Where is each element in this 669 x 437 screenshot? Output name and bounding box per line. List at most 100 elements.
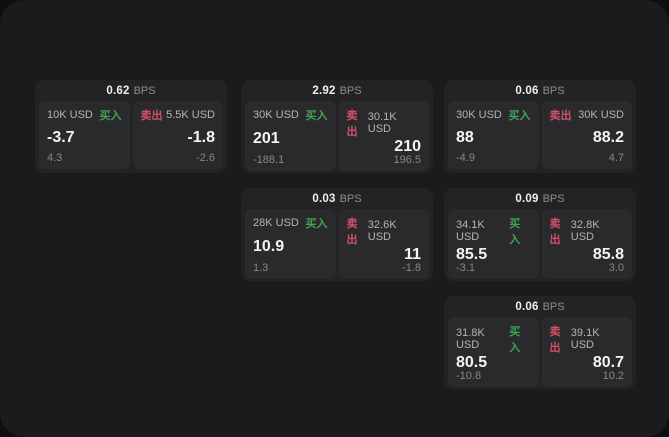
quote-card-body: 34.1K USD 买入 85.5 -3.1 卖出 32.8K USD 85.8… — [444, 209, 636, 283]
bps-spread-header: 0.09 BPS — [444, 188, 636, 209]
bps-unit-label: BPS — [542, 84, 565, 97]
buy-size-label: 10K USD — [47, 109, 93, 121]
sell-side-tag: 卖出 — [140, 110, 163, 122]
buy-delta: -4.9 — [456, 152, 475, 164]
buy-price: -3.7 — [47, 129, 75, 146]
sell-size-label: 39.1K USD — [570, 327, 600, 351]
buy-quote-tile[interactable]: 28K USD 买入 10.9 1.3 — [245, 209, 336, 279]
buy-price: 201 — [253, 130, 280, 147]
sell-quote-top-row: 卖出 32.6K USD — [347, 215, 422, 247]
sell-quote-tile[interactable]: 卖出 39.1K USD 80.7 10.2 — [541, 317, 632, 387]
buy-delta: -3.1 — [456, 262, 475, 274]
sell-quote-top-row: 卖出 30.1K USD — [347, 107, 422, 139]
sell-price: 11 — [404, 246, 421, 263]
quote-card: 2.92 BPS 30K USD 买入 201 -188.1 卖出 30.1K … — [241, 80, 433, 173]
buy-size-label: 30K USD — [456, 109, 502, 121]
sell-price: 88.2 — [592, 129, 624, 146]
buy-side-tag: 买入 — [509, 326, 521, 354]
sell-quote-tile[interactable]: 卖出 32.6K USD 11 -1.8 — [338, 209, 429, 279]
bps-unit-label: BPS — [339, 192, 362, 205]
buy-delta: -188.1 — [253, 154, 285, 166]
sell-delta: -2.6 — [196, 152, 215, 164]
buy-size-label: 31.8K USD — [456, 327, 485, 351]
quote-card: 0.06 BPS 30K USD 买入 88 -4.9 卖出 30K USD 8… — [444, 80, 636, 173]
buy-quote-top-row: 28K USD 买入 — [253, 215, 328, 231]
buy-size-label: 34.1K USD — [456, 219, 485, 243]
quote-card-body: 30K USD 买入 201 -188.1 卖出 30.1K USD 210 1… — [241, 101, 433, 175]
sell-size-label: 32.6K USD — [367, 219, 397, 243]
buy-quote-top-row: 30K USD 买入 — [253, 107, 328, 123]
quote-card-body: 31.8K USD 买入 80.5 -10.8 卖出 39.1K USD 80.… — [444, 317, 636, 391]
bps-spread-header: 0.62 BPS — [35, 80, 227, 101]
sell-delta: 196.5 — [393, 154, 421, 166]
sell-size-label: 30K USD — [578, 109, 624, 121]
sell-delta: 3.0 — [608, 262, 624, 274]
sell-side-tag: 卖出 — [549, 110, 572, 122]
quote-card: 0.62 BPS 10K USD 买入 -3.7 4.3 卖出 5.5K USD… — [35, 80, 227, 173]
buy-side-tag: 买入 — [509, 218, 521, 246]
sell-side-tag: 卖出 — [346, 218, 358, 246]
sell-delta: 4.7 — [608, 152, 624, 164]
sell-size-label: 5.5K USD — [166, 109, 215, 121]
bps-spread-header: 0.03 BPS — [241, 188, 433, 209]
buy-quote-tile[interactable]: 31.8K USD 买入 80.5 -10.8 — [448, 317, 539, 387]
bps-spread-value: 2.92 — [312, 84, 336, 97]
buy-side-tag: 买入 — [305, 218, 328, 230]
buy-delta: -10.8 — [456, 370, 482, 382]
sell-quote-tile[interactable]: 卖出 32.8K USD 85.8 3.0 — [541, 209, 632, 279]
sell-side-tag: 卖出 — [549, 218, 561, 246]
buy-side-tag: 买入 — [508, 110, 531, 122]
buy-quote-top-row: 31.8K USD 买入 — [456, 323, 531, 355]
buy-delta: 1.3 — [253, 262, 269, 274]
sell-quote-tile[interactable]: 卖出 30.1K USD 210 196.5 — [338, 101, 429, 171]
buy-quote-top-row: 34.1K USD 买入 — [456, 215, 531, 247]
buy-quote-tile[interactable]: 10K USD 买入 -3.7 4.3 — [39, 101, 130, 169]
sell-quote-top-row: 卖出 5.5K USD — [141, 107, 216, 123]
quote-card: 0.03 BPS 28K USD 买入 10.9 1.3 卖出 32.6K US… — [241, 188, 433, 281]
buy-delta: 4.3 — [47, 152, 63, 164]
bps-spread-header: 0.06 BPS — [444, 80, 636, 101]
bps-spread-value: 0.06 — [515, 300, 539, 313]
sell-quote-tile[interactable]: 卖出 30K USD 88.2 4.7 — [541, 101, 632, 169]
sell-size-label: 32.8K USD — [570, 219, 600, 243]
sell-price: -1.8 — [187, 129, 215, 146]
quote-card-body: 30K USD 买入 88 -4.9 卖出 30K USD 88.2 4.7 — [444, 101, 636, 173]
bps-unit-label: BPS — [542, 300, 565, 313]
sell-price: 210 — [394, 138, 421, 155]
buy-price: 88 — [456, 129, 474, 146]
bps-spread-value: 0.03 — [312, 192, 336, 205]
bps-spread-header: 2.92 BPS — [241, 80, 433, 101]
sell-price: 85.8 — [592, 246, 624, 263]
quote-card: 0.06 BPS 31.8K USD 买入 80.5 -10.8 卖出 39.1… — [444, 296, 636, 389]
sell-price: 80.7 — [592, 354, 624, 371]
buy-size-label: 30K USD — [253, 109, 299, 121]
buy-price: 80.5 — [456, 354, 488, 371]
sell-quote-top-row: 卖出 32.8K USD — [550, 215, 625, 247]
buy-quote-tile[interactable]: 30K USD 买入 88 -4.9 — [448, 101, 539, 169]
sell-delta: -1.8 — [402, 262, 421, 274]
sell-side-tag: 卖出 — [549, 326, 561, 354]
buy-quote-top-row: 30K USD 买入 — [456, 107, 531, 123]
bps-spread-value: 0.62 — [106, 84, 130, 97]
buy-quote-tile[interactable]: 30K USD 买入 201 -188.1 — [245, 101, 336, 171]
buy-side-tag: 买入 — [99, 110, 122, 122]
sell-quote-tile[interactable]: 卖出 5.5K USD -1.8 -2.6 — [132, 101, 223, 169]
sell-size-label: 30.1K USD — [367, 111, 397, 135]
buy-quote-tile[interactable]: 34.1K USD 买入 85.5 -3.1 — [448, 209, 539, 279]
sell-quote-top-row: 卖出 30K USD — [550, 107, 625, 123]
quote-card-body: 10K USD 买入 -3.7 4.3 卖出 5.5K USD -1.8 -2.… — [35, 101, 227, 173]
sell-side-tag: 卖出 — [346, 110, 358, 138]
bps-unit-label: BPS — [133, 84, 156, 97]
buy-size-label: 28K USD — [253, 217, 299, 229]
sell-delta: 10.2 — [602, 370, 624, 382]
buy-price: 85.5 — [456, 246, 488, 263]
buy-side-tag: 买入 — [305, 110, 328, 122]
bps-spread-value: 0.06 — [515, 84, 539, 97]
bps-spread-header: 0.06 BPS — [444, 296, 636, 317]
bps-unit-label: BPS — [542, 192, 565, 205]
quote-card: 0.09 BPS 34.1K USD 买入 85.5 -3.1 卖出 32.8K… — [444, 188, 636, 281]
buy-quote-top-row: 10K USD 买入 — [47, 107, 122, 123]
bps-unit-label: BPS — [339, 84, 362, 97]
buy-price: 10.9 — [253, 238, 285, 255]
